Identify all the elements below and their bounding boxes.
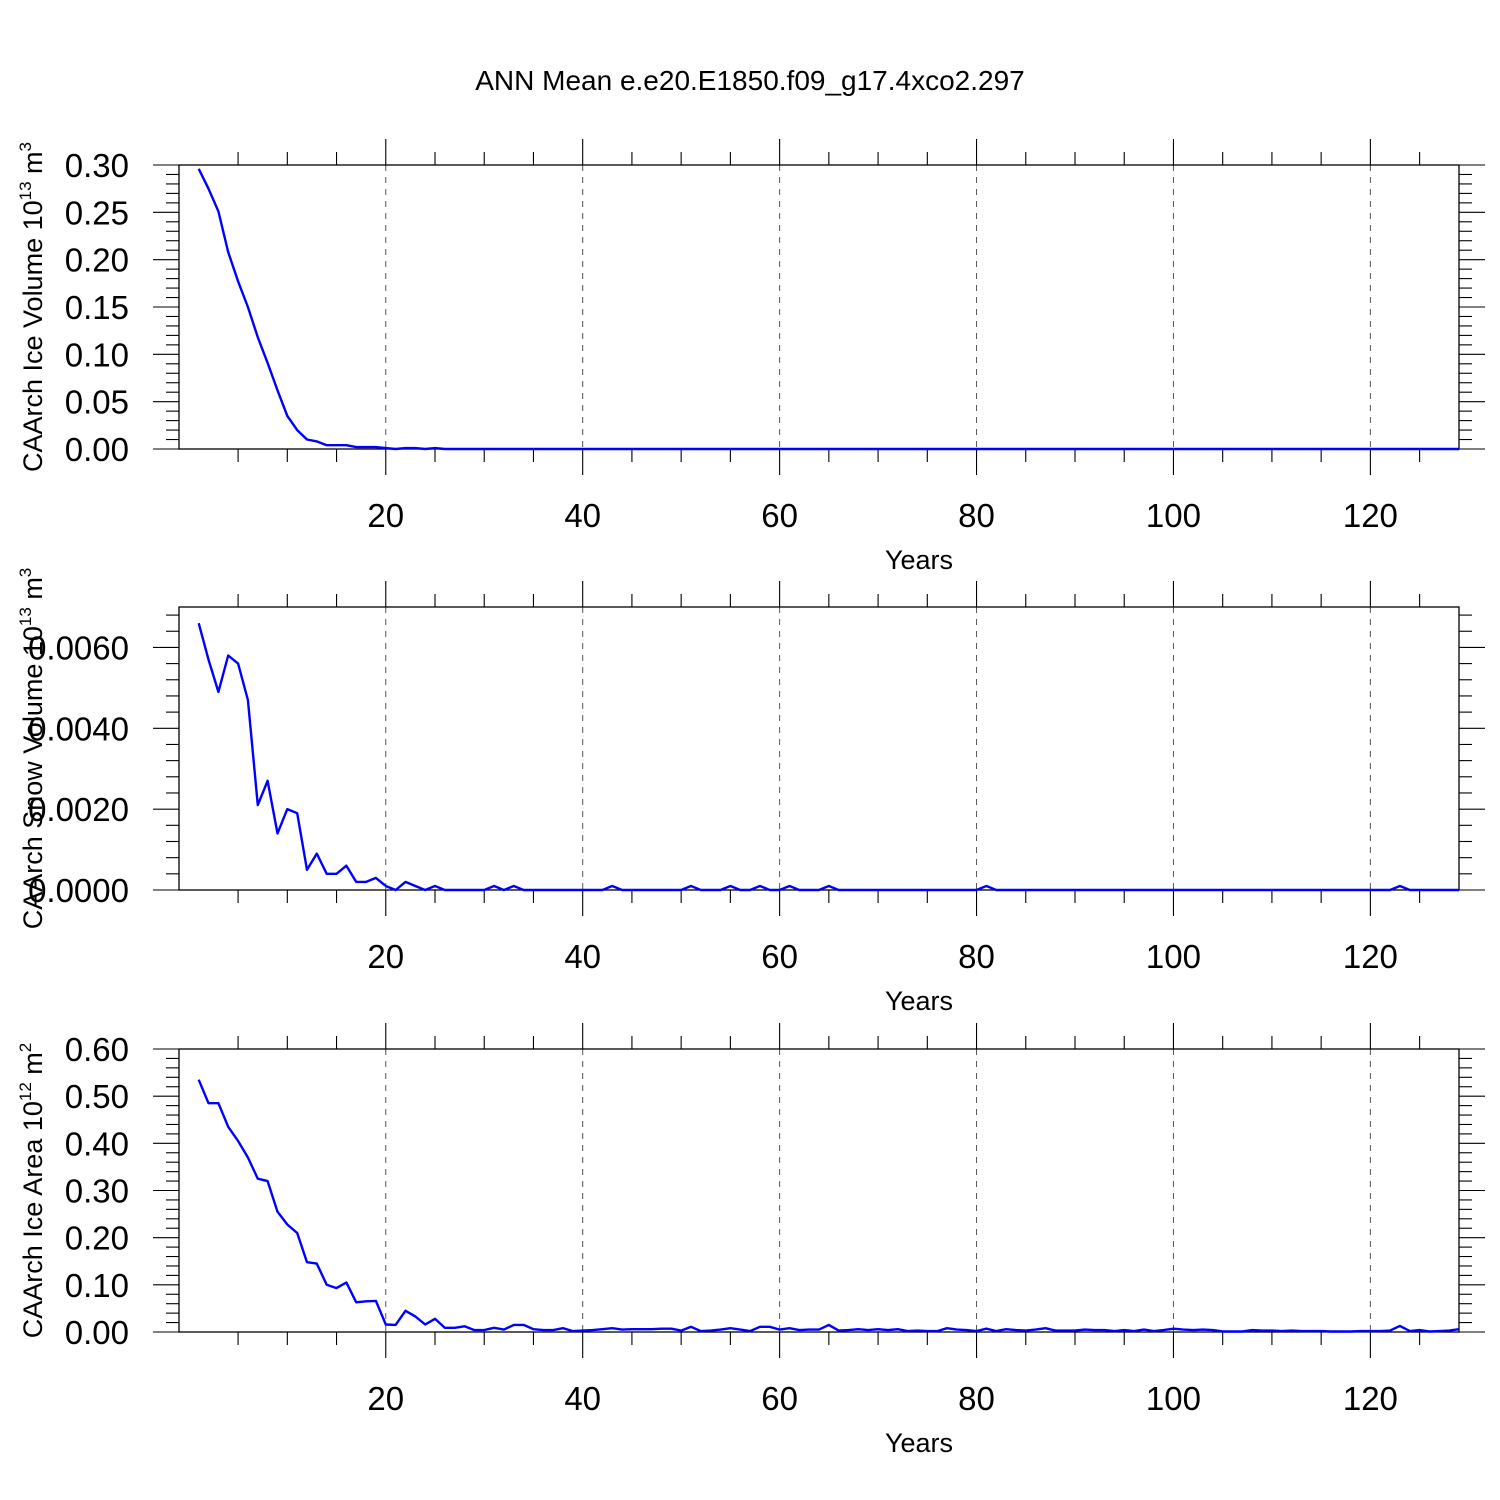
x-axis-label: Years	[885, 986, 953, 1016]
x-axis-label: Years	[885, 545, 953, 575]
y-axis-label: CAArch Ice Area 1012 m2	[16, 1043, 48, 1339]
y-tick-label: 0.00	[65, 431, 129, 468]
x-tick-label: 60	[761, 497, 798, 534]
plot-frame	[178, 164, 1460, 450]
x-tick-label: 100	[1146, 497, 1201, 534]
x-axis-label: Years	[885, 1428, 953, 1458]
y-tick-label: 0.50	[65, 1078, 129, 1115]
y-tick-label: 0.05	[65, 384, 129, 421]
x-tick-label: 20	[367, 1380, 404, 1417]
y-axis-label: CAArch Ice Volume 1013 m3	[16, 142, 48, 472]
x-tick-label: 60	[761, 938, 798, 975]
x-tick-label: 20	[367, 938, 404, 975]
chart-panel-1: 20 40 60 80 100 120 0.00 0.05 0.10 0.15 0.20 0.25 0.…	[16, 139, 1485, 575]
y-tick-label: 0.20	[65, 1220, 129, 1257]
series-line	[197, 168, 1459, 451]
y-tick-label: 0.15	[65, 289, 129, 326]
x-tick-label: 100	[1146, 1380, 1201, 1417]
x-tick-label: 120	[1343, 1380, 1398, 1417]
x-tick-label: 20	[367, 497, 404, 534]
figure-title: ANN Mean e.e20.E1850.f09_g17.4xco2.297	[475, 65, 1025, 96]
y-tick-label: 0.30	[65, 147, 129, 184]
y-tick-label: 0.10	[65, 1267, 129, 1304]
y-tick-label: 0.0060	[28, 629, 129, 666]
chart-panel-3: 20 40 60 80 100 120 0.00 0.10 0.20 0.30 0.40 0.50 0.…	[16, 1023, 1485, 1458]
y-tick-label: 0.0040	[28, 710, 129, 747]
y-tick-label: 0.60	[65, 1031, 129, 1068]
x-tick-label: 40	[564, 497, 601, 534]
y-tick-label: 0.20	[65, 242, 129, 279]
x-tick-label: 120	[1343, 938, 1398, 975]
x-tick-label: 80	[958, 497, 995, 534]
x-tick-label: 60	[761, 1380, 798, 1417]
y-tick-label: 0.00	[65, 1314, 129, 1351]
y-tick-label: 0.25	[65, 194, 129, 231]
x-tick-label: 120	[1343, 497, 1398, 534]
y-tick-label: 0.0020	[28, 791, 129, 828]
x-tick-label: 80	[958, 938, 995, 975]
y-tick-label: 0.10	[65, 336, 129, 373]
x-tick-label: 100	[1146, 938, 1201, 975]
x-tick-label: 40	[564, 938, 601, 975]
y-axis-label: CAArch Snow Volume 1013 m3	[16, 568, 48, 930]
plot-frame	[178, 606, 1460, 891]
y-tick-label: 0.0000	[28, 872, 129, 909]
series-line	[197, 622, 1459, 892]
y-tick-label: 0.40	[65, 1125, 129, 1162]
x-tick-label: 80	[958, 1380, 995, 1417]
x-tick-label: 40	[564, 1380, 601, 1417]
series-line	[197, 1079, 1460, 1333]
plot-frame	[178, 1048, 1460, 1333]
chart-panel-2: 20 40 60 80 100 120 0.0000 0.0020 0.0040 0.0060 Ye…	[16, 568, 1485, 1016]
y-tick-label: 0.30	[65, 1173, 129, 1210]
